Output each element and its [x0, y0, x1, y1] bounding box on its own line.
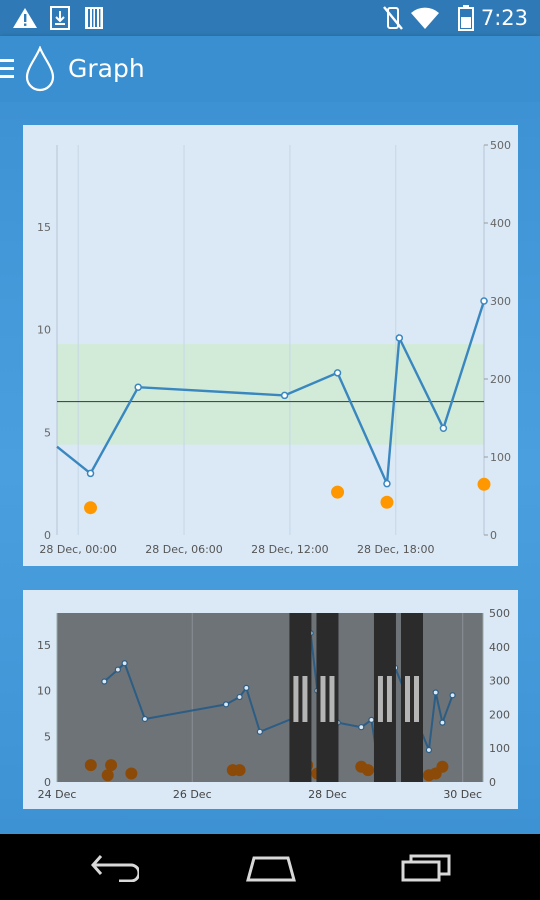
- y-left-tick-label: 15: [37, 221, 51, 234]
- app-bar: Graph: [0, 36, 540, 102]
- y-left-tick-label: 0: [44, 529, 51, 542]
- glucose-point[interactable]: [222, 701, 230, 708]
- status-bar: 7:23: [0, 0, 540, 36]
- glucose-point[interactable]: [432, 689, 439, 696]
- drag-handle[interactable]: [373, 613, 396, 782]
- glucose-point[interactable]: [114, 666, 121, 673]
- x-tick-label: 28 Dec, 00:00: [39, 543, 116, 556]
- x-tick-label: 26 Dec: [173, 788, 212, 801]
- glucose-point[interactable]: [439, 719, 446, 726]
- drag-handle-grip: [329, 676, 335, 722]
- glucose-point[interactable]: [280, 391, 289, 400]
- status-time: 7:23: [480, 6, 528, 30]
- y-left-tick-label: 10: [37, 685, 51, 698]
- carb-point[interactable]: [233, 764, 246, 777]
- glucose-point[interactable]: [86, 469, 95, 478]
- back-icon[interactable]: [80, 834, 150, 900]
- menu-icon[interactable]: [0, 56, 14, 84]
- carb-point[interactable]: [436, 760, 449, 773]
- carb-point[interactable]: [101, 769, 114, 782]
- wifi-icon: [410, 0, 440, 36]
- glucose-point[interactable]: [395, 334, 404, 342]
- carb-point[interactable]: [84, 759, 97, 772]
- drag-handle[interactable]: [316, 613, 339, 782]
- y-left-tick-label: 5: [44, 426, 51, 439]
- mute-icon: [382, 0, 404, 36]
- glucose-point[interactable]: [425, 746, 433, 754]
- content-area: 0 5 10 15 0 100 200 300 400 500 28 Dec, 00:00 28 De…: [0, 102, 540, 834]
- drag-handle-grip: [386, 676, 392, 722]
- y-left-tick-label: 0: [44, 776, 51, 789]
- y-right-tick-label: 200: [490, 373, 511, 386]
- navigation-bar: [0, 834, 540, 900]
- drag-handle-grip: [293, 676, 299, 722]
- warning-icon: [12, 0, 38, 36]
- y-right-tick-label: 500: [490, 139, 511, 152]
- drop-icon[interactable]: [24, 45, 56, 96]
- home-icon[interactable]: [236, 834, 306, 900]
- drag-handle-grip: [377, 676, 383, 722]
- y-right-tick-label: 500: [489, 607, 510, 620]
- x-tick-label: 24 Dec: [38, 788, 77, 801]
- y-right-tick-label: 400: [489, 641, 510, 654]
- carb-point[interactable]: [362, 764, 375, 777]
- main-chart[interactable]: 0 5 10 15 0 100 200 300 400 500 28 Dec, 00:00 28 De…: [23, 125, 518, 566]
- y-right-tick-label: 0: [490, 529, 497, 542]
- y-right-tick-label: 300: [490, 295, 511, 308]
- glucose-point[interactable]: [236, 693, 243, 701]
- y-right-tick-label: 200: [489, 708, 510, 721]
- drag-handle[interactable]: [401, 613, 423, 782]
- glucose-point[interactable]: [141, 715, 149, 723]
- x-tick-label: 30 Dec: [443, 788, 482, 801]
- glucose-point[interactable]: [243, 684, 250, 692]
- carb-point[interactable]: [331, 485, 345, 499]
- glucose-point[interactable]: [333, 369, 342, 377]
- overview-chart[interactable]: 0 5 10 15 0 100 200 300 400 500 24 Dec 26 Dec 28 Dec…: [23, 590, 518, 809]
- recents-icon[interactable]: [392, 834, 462, 900]
- download-icon: [50, 0, 70, 36]
- main-chart-card: 0 5 10 15 0 100 200 300 400 500 28 Dec, 00:00 28 De…: [23, 125, 518, 566]
- y-right-tick-label: 0: [489, 776, 496, 789]
- drag-handle-grip: [405, 676, 410, 722]
- x-tick-label: 28 Dec, 18:00: [357, 543, 434, 556]
- glucose-point[interactable]: [121, 660, 128, 667]
- y-left-tick-label: 15: [37, 639, 51, 652]
- y-right-tick-label: 100: [489, 742, 510, 755]
- glucose-point[interactable]: [449, 692, 456, 699]
- barcode-icon: [84, 0, 104, 36]
- drag-handle-grip: [414, 676, 419, 722]
- glucose-point[interactable]: [134, 383, 142, 391]
- glucose-point[interactable]: [256, 728, 263, 735]
- carb-point[interactable]: [105, 759, 118, 772]
- drag-handle-grip: [320, 676, 326, 722]
- drag-handle-grip: [302, 676, 308, 722]
- x-tick-label: 28 Dec, 06:00: [145, 543, 222, 556]
- carb-point[interactable]: [84, 501, 98, 515]
- glucose-point[interactable]: [101, 678, 108, 685]
- x-tick-label: 28 Dec, 12:00: [251, 543, 328, 556]
- battery-icon: [458, 0, 474, 36]
- glucose-point[interactable]: [480, 297, 488, 305]
- y-left-tick-label: 5: [44, 730, 51, 743]
- glucose-point[interactable]: [439, 424, 448, 433]
- y-right-tick-label: 100: [490, 451, 511, 464]
- carb-point[interactable]: [125, 767, 138, 780]
- app-title: Graph: [68, 54, 145, 83]
- y-right-tick-label: 300: [489, 675, 510, 688]
- carb-point[interactable]: [477, 477, 491, 491]
- overview-chart-card: 0 5 10 15 0 100 200 300 400 500 24 Dec 26 Dec 28 Dec…: [23, 590, 518, 809]
- glucose-point[interactable]: [358, 724, 365, 731]
- y-left-tick-label: 10: [37, 324, 51, 337]
- carb-point[interactable]: [380, 495, 394, 509]
- drag-handle[interactable]: [289, 613, 312, 782]
- glucose-point[interactable]: [368, 716, 375, 723]
- y-right-tick-label: 400: [490, 217, 511, 230]
- x-tick-label: 28 Dec: [308, 788, 347, 801]
- glucose-point[interactable]: [383, 479, 391, 488]
